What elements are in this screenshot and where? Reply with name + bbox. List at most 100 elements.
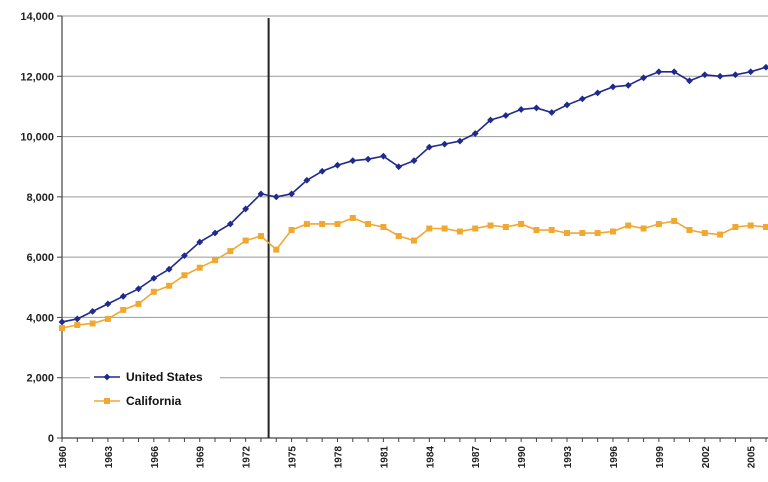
data-point: [670, 68, 678, 76]
data-point: [425, 143, 433, 151]
data-point: [671, 217, 678, 224]
data-point: [655, 68, 663, 76]
x-axis-ticks: 1960 1963 1966 1969 1972 1975 1978 1981 1984 1987…: [58, 438, 767, 469]
x-tick-label: 1990: [517, 446, 528, 469]
x-tick-label: 1993: [563, 446, 574, 469]
data-point: [73, 315, 81, 323]
data-point: [257, 233, 264, 240]
data-point: [150, 274, 158, 282]
x-tick-label: 2002: [701, 446, 712, 469]
data-point: [640, 225, 647, 232]
data-point: [74, 321, 81, 328]
data-point: [411, 237, 417, 244]
y-tick-label: 12,000: [20, 71, 54, 83]
data-point: [104, 300, 112, 308]
data-point: [395, 163, 403, 171]
data-point: [441, 140, 449, 148]
data-point: [533, 104, 540, 112]
data-point: [625, 222, 632, 229]
data-point: [747, 68, 755, 76]
y-tick-label: 8,000: [26, 192, 54, 204]
y-tick-label: 2,000: [26, 373, 54, 385]
data-point: [364, 155, 372, 163]
data-point: [318, 167, 326, 175]
legend-label: United States: [126, 370, 203, 384]
legend-marker: [104, 398, 110, 404]
data-point: [472, 225, 479, 232]
data-point: [686, 77, 693, 85]
x-tick-label: 1984: [425, 446, 436, 469]
data-point: [471, 130, 479, 137]
data-point: [502, 224, 509, 230]
data-point: [426, 225, 433, 232]
data-point: [548, 227, 555, 234]
data-point: [212, 257, 219, 264]
x-tick-label: 1978: [333, 446, 344, 469]
data-point: [319, 220, 326, 227]
x-tick-label: 1981: [379, 446, 390, 469]
data-point: [349, 157, 357, 165]
legend-label: California: [126, 394, 182, 408]
x-tick-label: 1996: [609, 446, 620, 469]
y-tick-label: 6,000: [26, 252, 54, 264]
data-point: [502, 112, 510, 119]
data-point: [181, 252, 188, 260]
data-point: [487, 116, 494, 124]
data-point: [165, 265, 173, 273]
x-tick-label: 1963: [104, 446, 115, 469]
data-point: [686, 227, 693, 234]
data-point: [349, 214, 356, 221]
data-point: [579, 230, 586, 237]
data-point: [410, 157, 418, 165]
data-point: [272, 193, 280, 201]
data-point: [456, 137, 464, 145]
data-point: [763, 224, 768, 230]
data-point: [59, 324, 65, 331]
data-point: [242, 205, 250, 213]
legend-box: [90, 364, 220, 414]
data-point: [334, 220, 341, 227]
x-tick-label: 1969: [196, 446, 207, 469]
data-point: [548, 109, 556, 116]
data-point: [578, 95, 586, 103]
x-tick-label: 1960: [58, 446, 69, 469]
data-point: [594, 89, 602, 97]
data-point: [517, 106, 525, 113]
data-point: [89, 320, 96, 327]
data-point: [119, 292, 127, 300]
data-point: [288, 227, 295, 234]
data-point: [717, 231, 724, 238]
data-point: [196, 238, 204, 246]
series-group: [58, 63, 768, 331]
x-tick-label: 1966: [150, 446, 161, 469]
data-point: [762, 63, 768, 71]
data-point: [365, 220, 372, 227]
data-point: [334, 161, 341, 169]
data-point: [441, 225, 448, 232]
data-point: [701, 230, 708, 237]
data-point: [257, 190, 265, 198]
data-point: [518, 220, 525, 227]
y-tick-label: 0: [48, 433, 54, 445]
axes: [61, 16, 768, 439]
data-point: [487, 222, 494, 229]
data-point: [609, 83, 617, 91]
data-point: [379, 152, 387, 160]
data-point: [609, 228, 616, 235]
data-point: [731, 71, 739, 79]
data-point: [211, 229, 219, 237]
data-point: [150, 288, 157, 295]
data-point: [716, 72, 724, 80]
data-point: [89, 308, 97, 315]
data-point: [120, 306, 127, 313]
series-line: [61, 217, 767, 329]
data-point: [395, 233, 402, 240]
data-point: [747, 222, 754, 229]
data-point: [181, 272, 188, 279]
data-point: [58, 318, 66, 326]
data-point: [288, 190, 295, 198]
data-point: [196, 264, 203, 271]
y-axis-ticks: 0 2,000 4,000 6,000 8,000 10,000 12,000 14,000: [20, 11, 62, 445]
data-point: [640, 74, 647, 82]
